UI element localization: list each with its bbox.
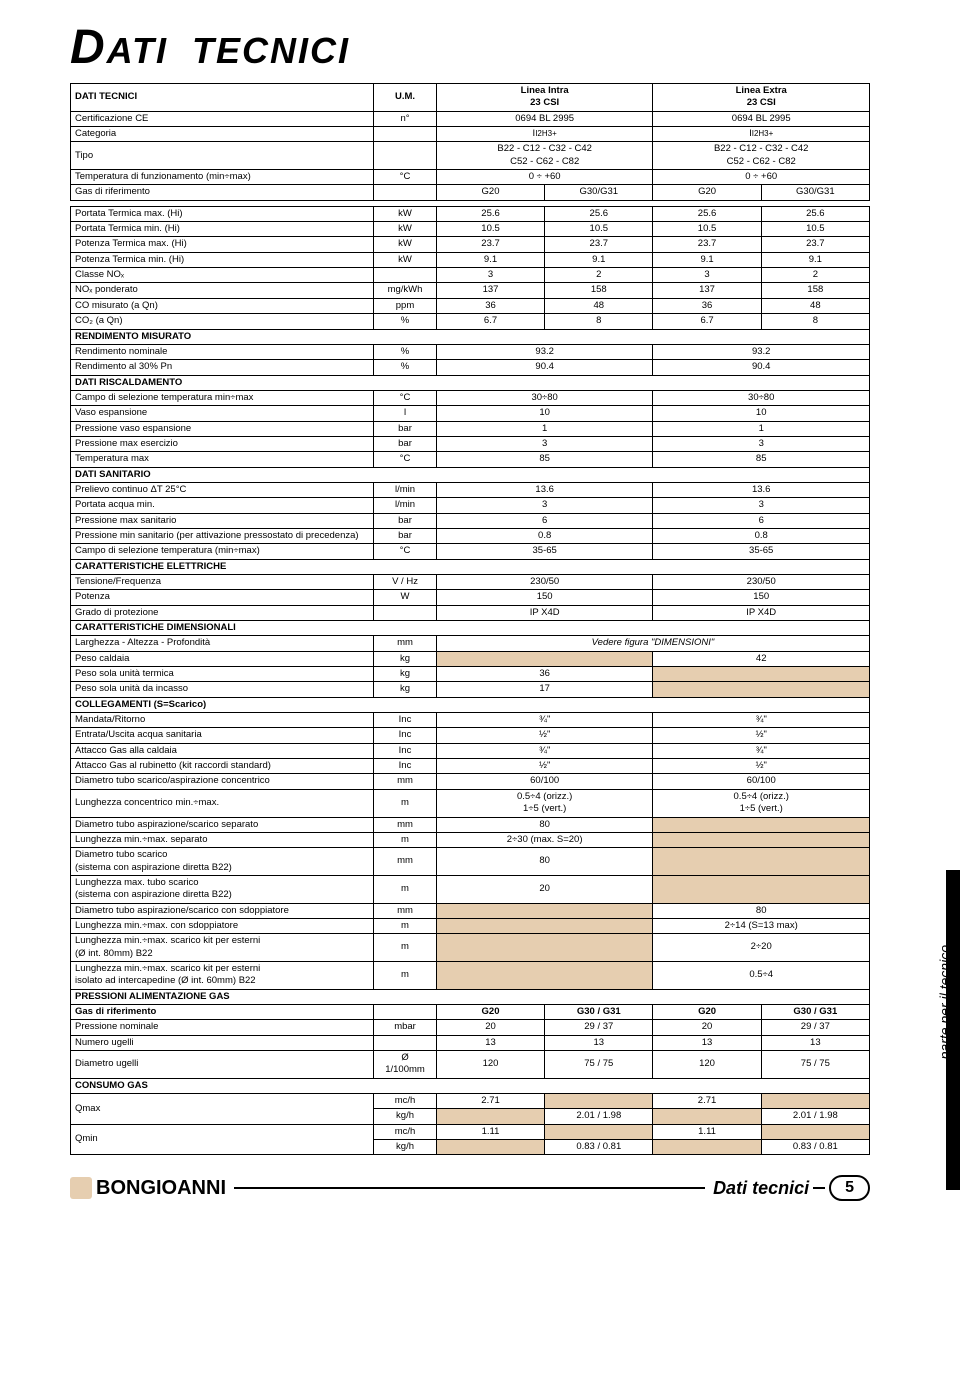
page-number: 5: [829, 1175, 870, 1201]
page-title: DATI TECNICI: [70, 20, 870, 75]
logo-icon: [70, 1177, 92, 1199]
page-footer: BONGIOANNI Dati tecnici 5: [70, 1175, 870, 1201]
footer-section: Dati tecnici: [713, 1178, 809, 1199]
hdr-dati-tecnici: DATI TECNICI: [71, 84, 374, 112]
brand-logo: BONGIOANNI: [70, 1177, 226, 1200]
thumb-index-bar: [946, 870, 960, 1190]
technical-data-table: DATI TECNICI U.M. Linea Intra 23 CSI Lin…: [70, 83, 870, 1155]
